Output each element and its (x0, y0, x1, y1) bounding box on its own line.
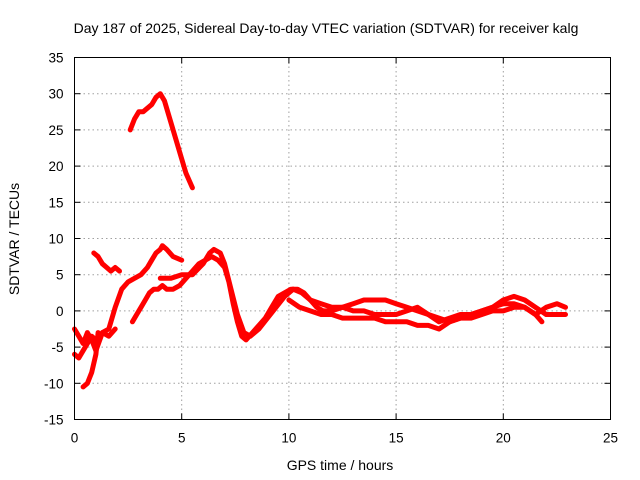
x-tick-label: 15 (389, 431, 404, 446)
y-tick-label: 25 (48, 123, 63, 138)
y-tick-label: -15 (44, 413, 64, 428)
series-line-arc-5 (127, 91, 195, 191)
series-line-arc-7 (157, 246, 568, 339)
grid (74, 57, 611, 420)
x-tick-label: 5 (178, 431, 186, 446)
series-line-arc-8 (286, 297, 545, 332)
x-tick-label: 25 (603, 431, 618, 446)
series-line-arc-4 (91, 250, 122, 274)
y-tick-label: 10 (48, 232, 63, 247)
y-tick-label: -10 (44, 376, 64, 391)
y-tick-label: 0 (56, 304, 64, 319)
y-tick-label: 20 (48, 159, 63, 174)
series-line-arc-1 (72, 243, 185, 354)
y-tick-label: 15 (48, 195, 63, 210)
y-axis-label: SDTVAR / TECUs (6, 183, 22, 295)
y-tick-label: 5 (56, 268, 64, 283)
chart-title: Day 187 of 2025, Sidereal Day-to-day VTE… (74, 20, 579, 36)
series-group (72, 91, 568, 390)
y-tick-label: 35 (48, 51, 63, 66)
y-tick-label: -5 (51, 340, 63, 355)
y-tick-label: 30 (48, 87, 63, 102)
x-axis-label: GPS time / hours (287, 457, 394, 473)
x-tick-label: 10 (281, 431, 296, 446)
x-tick-label: 20 (496, 431, 511, 446)
x-tick-label: 0 (71, 431, 79, 446)
series-line-arc-3 (80, 330, 101, 390)
axis-ticks: 0 5 10 15 20 25 -15 -10 -5 0 5 10 15 20 25 30 35 (44, 51, 618, 446)
series-line-arc-2 (72, 326, 118, 361)
